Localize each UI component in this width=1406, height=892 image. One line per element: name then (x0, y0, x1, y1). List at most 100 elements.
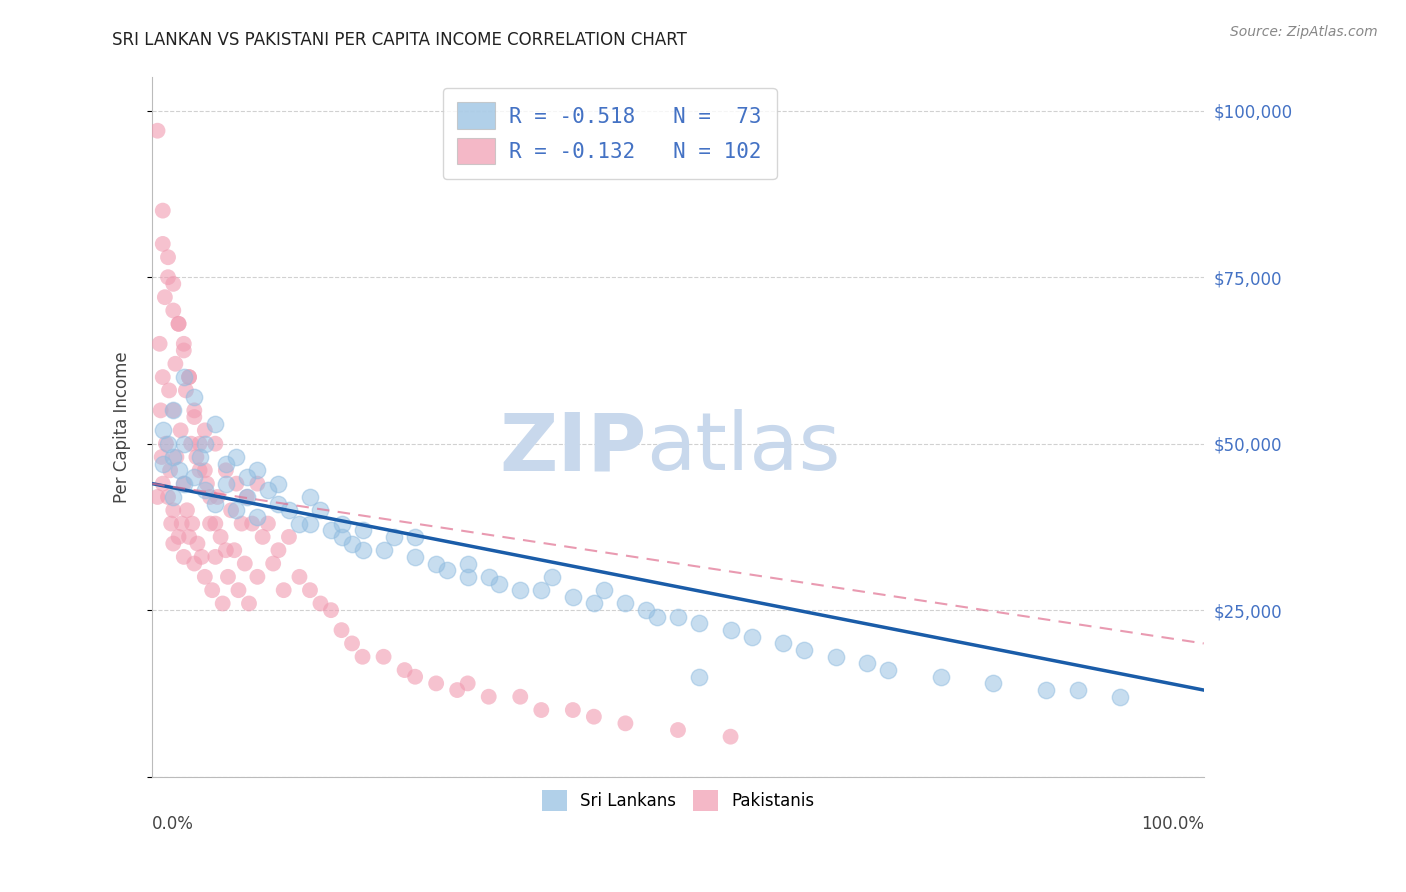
Point (211, 597, 233, 611)
Point (1108, 690, 1130, 704)
Point (173, 476, 195, 491)
Point (162, 303, 184, 318)
Point (204, 417, 226, 431)
Point (236, 490, 259, 504)
Point (173, 336, 195, 351)
Point (246, 510, 269, 524)
Point (215, 463, 238, 477)
Point (793, 643, 815, 657)
Point (204, 516, 226, 531)
Point (373, 649, 395, 664)
Point (877, 663, 900, 677)
Point (204, 436, 226, 450)
Point (1066, 683, 1088, 698)
Point (298, 583, 321, 598)
Point (155, 436, 177, 450)
Point (209, 530, 232, 544)
Point (153, 290, 176, 304)
Point (165, 357, 187, 371)
Point (309, 597, 332, 611)
Point (225, 503, 247, 517)
Point (165, 450, 187, 464)
Point (446, 683, 468, 698)
Point (636, 603, 658, 617)
Point (159, 463, 181, 477)
Point (152, 423, 174, 437)
Point (478, 570, 501, 584)
Text: ZIP: ZIP (499, 409, 647, 487)
Point (257, 483, 280, 498)
Point (240, 516, 263, 531)
Point (152, 476, 174, 491)
Point (186, 450, 208, 464)
Point (173, 549, 195, 564)
Point (157, 384, 180, 398)
Point (152, 457, 174, 471)
Legend: R = -0.518   N =  73, R = -0.132   N = 102: R = -0.518 N = 73, R = -0.132 N = 102 (443, 87, 776, 179)
Text: SRI LANKAN VS PAKISTANI PER CAPITA INCOME CORRELATION CHART: SRI LANKAN VS PAKISTANI PER CAPITA INCOM… (112, 31, 688, 49)
Point (177, 530, 200, 544)
Point (319, 603, 342, 617)
Point (183, 390, 205, 404)
Point (983, 676, 1005, 690)
Point (373, 543, 395, 558)
Point (183, 410, 205, 425)
Point (582, 597, 605, 611)
Point (298, 516, 321, 531)
Point (561, 703, 583, 717)
Point (772, 636, 794, 650)
Point (215, 457, 238, 471)
Point (207, 490, 229, 504)
Point (457, 570, 479, 584)
Point (425, 557, 447, 571)
Point (186, 536, 208, 550)
Point (288, 516, 311, 531)
Point (157, 490, 180, 504)
Point (478, 690, 501, 704)
Point (152, 236, 174, 251)
Point (352, 649, 374, 664)
Point (149, 403, 172, 417)
Point (582, 709, 605, 723)
Point (352, 543, 374, 558)
Point (457, 557, 479, 571)
Point (262, 557, 284, 571)
Point (246, 570, 269, 584)
Point (382, 530, 405, 544)
Point (225, 450, 247, 464)
Point (169, 423, 191, 437)
Point (457, 676, 479, 690)
Point (183, 557, 205, 571)
Point (231, 516, 253, 531)
Point (173, 436, 195, 450)
Point (167, 530, 190, 544)
Point (593, 583, 616, 598)
Point (394, 663, 416, 677)
Point (198, 516, 221, 531)
Point (688, 670, 710, 684)
Point (204, 549, 226, 564)
Point (157, 436, 180, 450)
Point (236, 490, 259, 504)
Point (224, 543, 246, 558)
Point (666, 723, 689, 737)
Point (150, 450, 173, 464)
Point (278, 503, 301, 517)
Point (614, 597, 637, 611)
Point (425, 676, 447, 690)
Point (741, 630, 763, 644)
Point (233, 557, 256, 571)
Point (149, 336, 172, 351)
Point (278, 530, 301, 544)
Point (215, 476, 238, 491)
Point (330, 530, 353, 544)
Point (488, 576, 510, 591)
Point (162, 403, 184, 417)
Point (190, 549, 212, 564)
Text: atlas: atlas (647, 409, 841, 487)
Point (181, 516, 204, 531)
Point (856, 657, 879, 671)
Text: Source: ZipAtlas.com: Source: ZipAtlas.com (1230, 25, 1378, 39)
Point (188, 450, 211, 464)
Point (252, 530, 274, 544)
